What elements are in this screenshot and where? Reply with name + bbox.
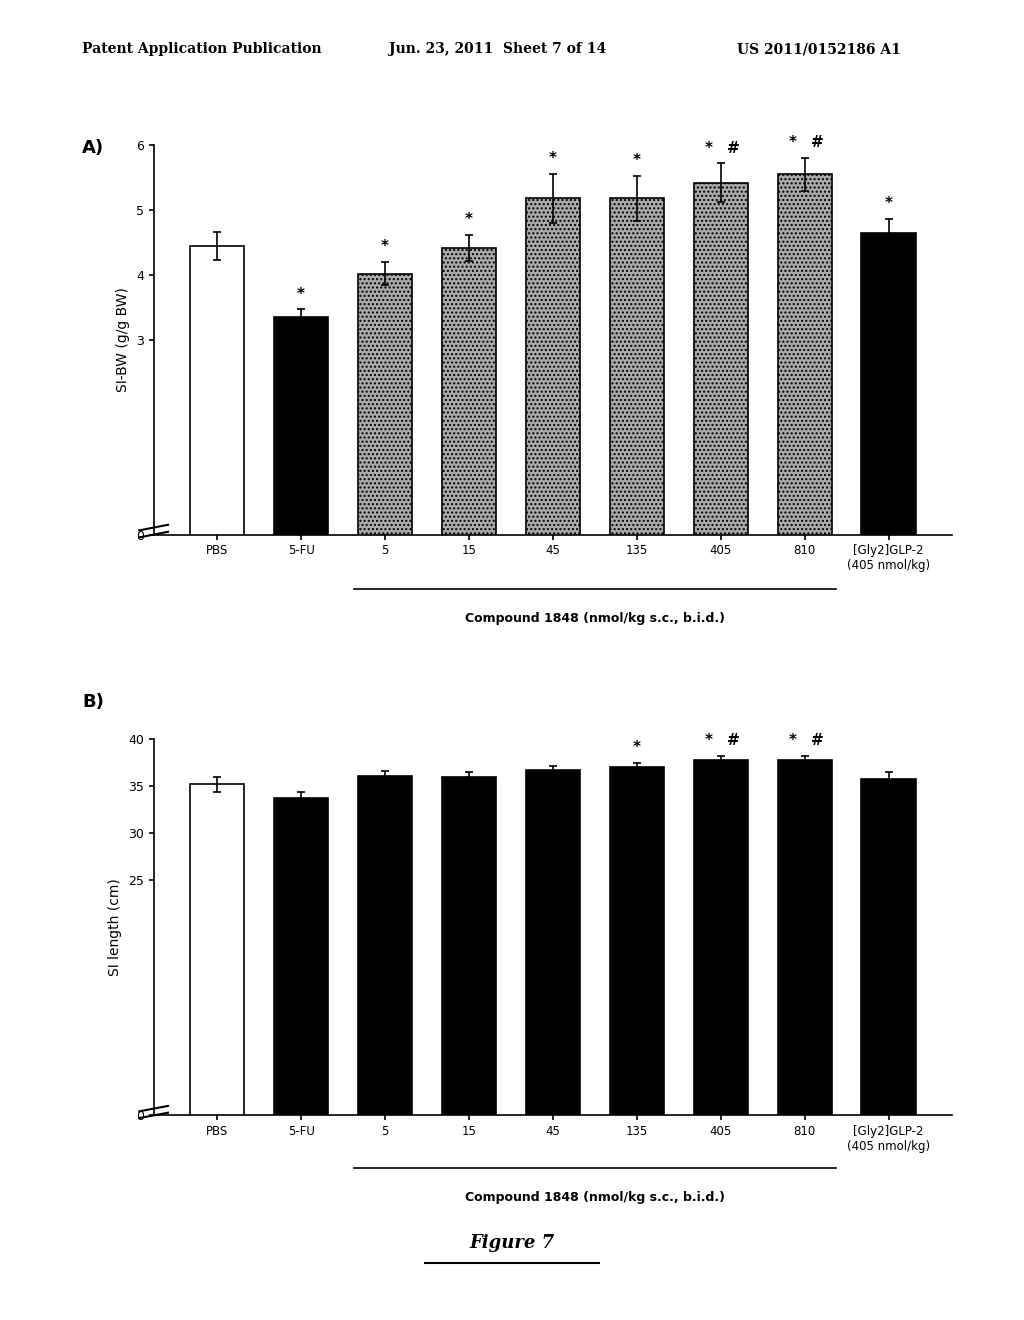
Text: *: * <box>705 141 713 156</box>
Text: #: # <box>811 733 823 748</box>
Text: *: * <box>885 195 893 211</box>
Bar <box>441 248 497 535</box>
Bar <box>273 797 329 1115</box>
Text: *: * <box>297 286 305 301</box>
Bar <box>693 760 749 1115</box>
Text: *: * <box>788 136 797 150</box>
Bar <box>777 760 833 1115</box>
Text: *: * <box>381 239 389 255</box>
Text: US 2011/0152186 A1: US 2011/0152186 A1 <box>737 42 901 57</box>
Bar <box>693 183 749 535</box>
Bar <box>189 784 245 1115</box>
Bar <box>441 776 497 1115</box>
Text: Compound 1848 (nmol/kg s.c., b.i.d.): Compound 1848 (nmol/kg s.c., b.i.d.) <box>465 1191 725 1204</box>
Text: Jun. 23, 2011  Sheet 7 of 14: Jun. 23, 2011 Sheet 7 of 14 <box>389 42 606 57</box>
Y-axis label: SI length (cm): SI length (cm) <box>109 878 123 977</box>
Y-axis label: SI-BW (g/g BW): SI-BW (g/g BW) <box>117 288 130 392</box>
Bar <box>357 776 413 1115</box>
Bar <box>609 767 665 1115</box>
Text: #: # <box>811 136 823 150</box>
Text: B): B) <box>82 693 103 711</box>
Bar <box>777 174 833 535</box>
Bar <box>861 232 916 535</box>
Text: #: # <box>727 141 739 156</box>
Bar <box>525 771 581 1115</box>
Text: A): A) <box>82 139 104 157</box>
Bar <box>189 246 245 535</box>
Bar <box>273 317 329 535</box>
Bar <box>357 273 413 535</box>
Text: *: * <box>465 213 473 227</box>
Text: *: * <box>549 150 557 166</box>
Text: Compound 1848 (nmol/kg s.c., b.i.d.): Compound 1848 (nmol/kg s.c., b.i.d.) <box>465 612 725 626</box>
Text: Figure 7: Figure 7 <box>469 1234 555 1253</box>
Text: #: # <box>727 733 739 748</box>
Text: *: * <box>788 733 797 748</box>
Text: *: * <box>705 733 713 748</box>
Text: Patent Application Publication: Patent Application Publication <box>82 42 322 57</box>
Bar <box>861 779 916 1115</box>
Bar <box>525 198 581 535</box>
Text: *: * <box>633 741 641 755</box>
Text: *: * <box>633 153 641 168</box>
Bar <box>609 198 665 535</box>
